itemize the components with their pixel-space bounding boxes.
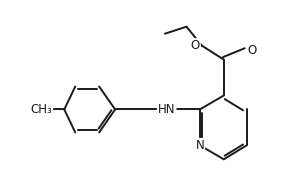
Text: N: N	[196, 139, 204, 152]
Text: O: O	[191, 39, 200, 52]
Text: HN: HN	[158, 103, 175, 116]
Text: CH₃: CH₃	[31, 103, 52, 116]
Text: O: O	[248, 44, 257, 57]
